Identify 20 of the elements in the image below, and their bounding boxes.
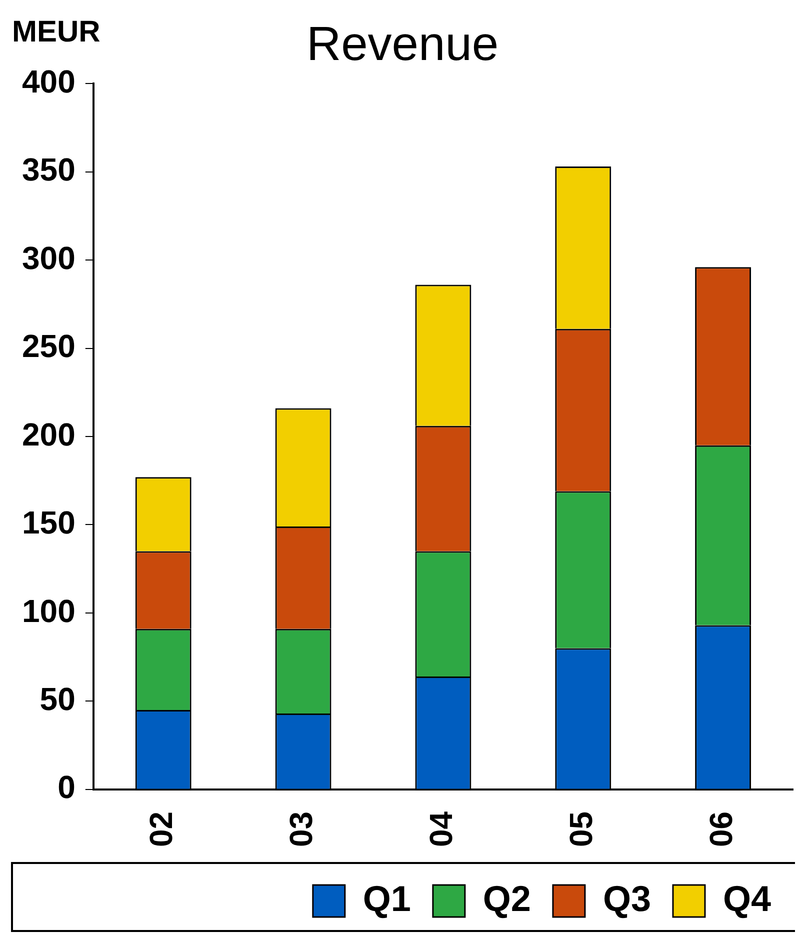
legend-label: Q1 bbox=[362, 878, 411, 919]
y-tick-label: 0 bbox=[58, 769, 76, 806]
y-tick-label: 100 bbox=[22, 592, 76, 629]
y-axis-title: MEUR bbox=[12, 15, 101, 48]
legend-label: Q4 bbox=[722, 878, 772, 919]
x-tick-label: 06 bbox=[702, 811, 739, 847]
legend-label: Q2 bbox=[482, 878, 531, 919]
y-tick-label: 300 bbox=[22, 240, 76, 276]
y-tick-label: 350 bbox=[22, 152, 76, 188]
y-tick-label: 150 bbox=[22, 504, 76, 541]
x-tick-label: 02 bbox=[143, 811, 180, 847]
y-tick-label: 400 bbox=[22, 63, 76, 100]
y-tick-label: 250 bbox=[22, 328, 76, 364]
x-tick-label: 05 bbox=[562, 811, 599, 847]
y-tick-label: 200 bbox=[22, 416, 76, 452]
x-tick-label: 04 bbox=[423, 811, 460, 847]
x-tick-label: 03 bbox=[283, 811, 320, 847]
legend-label: Q3 bbox=[602, 878, 651, 919]
chart-title: Revenue bbox=[306, 18, 499, 72]
y-tick-label: 50 bbox=[40, 681, 76, 718]
